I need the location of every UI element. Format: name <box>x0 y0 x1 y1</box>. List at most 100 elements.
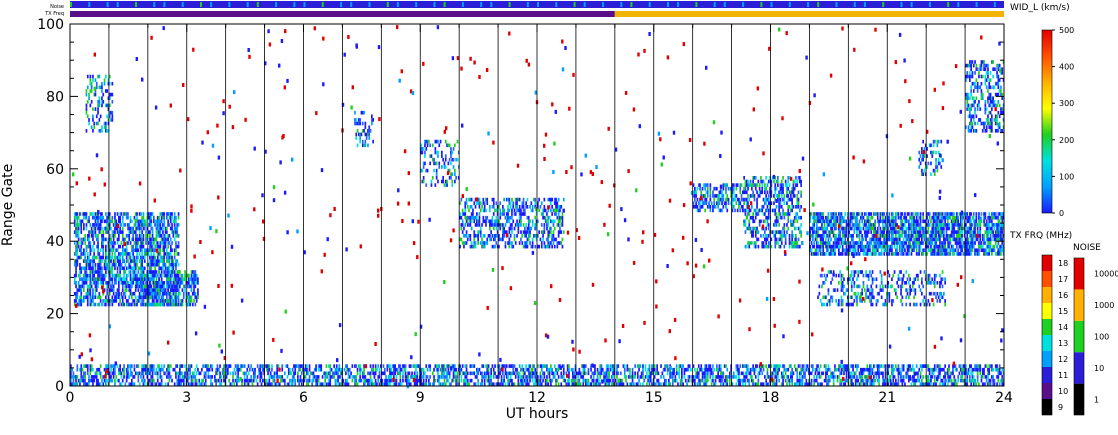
data-point <box>159 223 162 227</box>
data-point <box>85 107 88 111</box>
data-point <box>908 226 910 231</box>
data-point <box>725 205 727 209</box>
data-point <box>98 74 101 79</box>
data-point <box>850 281 853 285</box>
data-point <box>863 234 866 238</box>
data-point <box>948 212 950 216</box>
data-point <box>534 201 537 206</box>
data-point <box>92 74 94 79</box>
data-point <box>505 230 508 234</box>
data-point <box>790 197 792 202</box>
data-point <box>926 215 928 220</box>
data-point <box>818 244 821 249</box>
data-point <box>160 241 163 245</box>
data-point <box>155 219 158 224</box>
noise-strip-mark <box>228 2 231 7</box>
data-point <box>455 176 457 180</box>
data-point <box>166 230 168 234</box>
data-point <box>717 197 719 202</box>
data-point <box>988 212 991 216</box>
data-point <box>989 110 992 115</box>
data-point <box>756 205 758 209</box>
data-point <box>197 288 199 292</box>
data-point <box>809 212 812 216</box>
data-point <box>136 299 138 303</box>
data-point <box>756 190 758 195</box>
data-point <box>123 291 125 296</box>
data-point <box>556 201 559 206</box>
data-point <box>813 219 815 224</box>
data-point <box>125 259 128 263</box>
data-point <box>756 212 758 216</box>
data-point <box>190 299 193 303</box>
data-point <box>425 168 428 173</box>
data-point <box>827 215 830 220</box>
data-point <box>940 291 943 296</box>
data-point <box>460 226 463 231</box>
data-point <box>905 237 908 242</box>
data-point <box>961 237 963 242</box>
data-point <box>89 248 92 253</box>
data-point <box>465 241 468 245</box>
data-point <box>935 215 937 220</box>
data-point <box>90 302 93 307</box>
data-point <box>186 295 189 300</box>
data-point <box>154 223 156 227</box>
data-point <box>815 252 818 256</box>
data-point <box>421 168 424 173</box>
data-point <box>163 302 166 307</box>
data-point <box>991 129 993 133</box>
data-point <box>809 234 812 238</box>
data-point <box>770 230 773 234</box>
data-point <box>850 302 853 307</box>
data-point <box>854 219 857 224</box>
data-point <box>871 237 874 242</box>
data-point <box>992 103 994 108</box>
data-point <box>124 288 127 292</box>
data-point <box>788 205 791 209</box>
data-point <box>915 237 918 242</box>
data-point <box>114 226 116 231</box>
data-point <box>425 183 428 187</box>
data-point <box>853 284 856 289</box>
data-point <box>727 186 730 191</box>
data-point <box>448 176 451 180</box>
data-point <box>847 237 849 242</box>
data-point <box>835 299 838 303</box>
data-point <box>181 299 184 303</box>
data-point <box>159 288 162 292</box>
data-point <box>127 234 129 238</box>
data-point <box>90 234 93 238</box>
data-point <box>901 302 904 307</box>
data-point <box>945 252 948 256</box>
data-point <box>177 288 180 292</box>
data-point <box>92 118 94 122</box>
data-point <box>107 299 110 303</box>
data-point <box>525 234 527 238</box>
data-point <box>822 237 825 242</box>
data-point <box>115 299 118 303</box>
data-point <box>918 284 921 289</box>
data-point <box>557 219 560 224</box>
data-point <box>839 252 841 256</box>
data-point <box>922 252 924 256</box>
data-point <box>709 186 712 191</box>
data-point <box>118 237 120 242</box>
data-point <box>927 241 930 245</box>
data-point <box>699 186 701 191</box>
data-point <box>534 197 537 202</box>
data-point <box>441 165 443 169</box>
data-point <box>511 197 513 202</box>
data-point <box>93 302 95 307</box>
data-point <box>134 284 137 289</box>
data-point <box>769 230 771 234</box>
data-point <box>762 244 765 249</box>
data-point <box>927 281 930 285</box>
data-point <box>867 219 870 224</box>
data-point <box>509 226 512 231</box>
data-point <box>997 241 1000 245</box>
data-point <box>931 226 934 231</box>
data-point <box>466 219 469 224</box>
data-point <box>158 270 160 274</box>
data-point <box>718 208 721 213</box>
